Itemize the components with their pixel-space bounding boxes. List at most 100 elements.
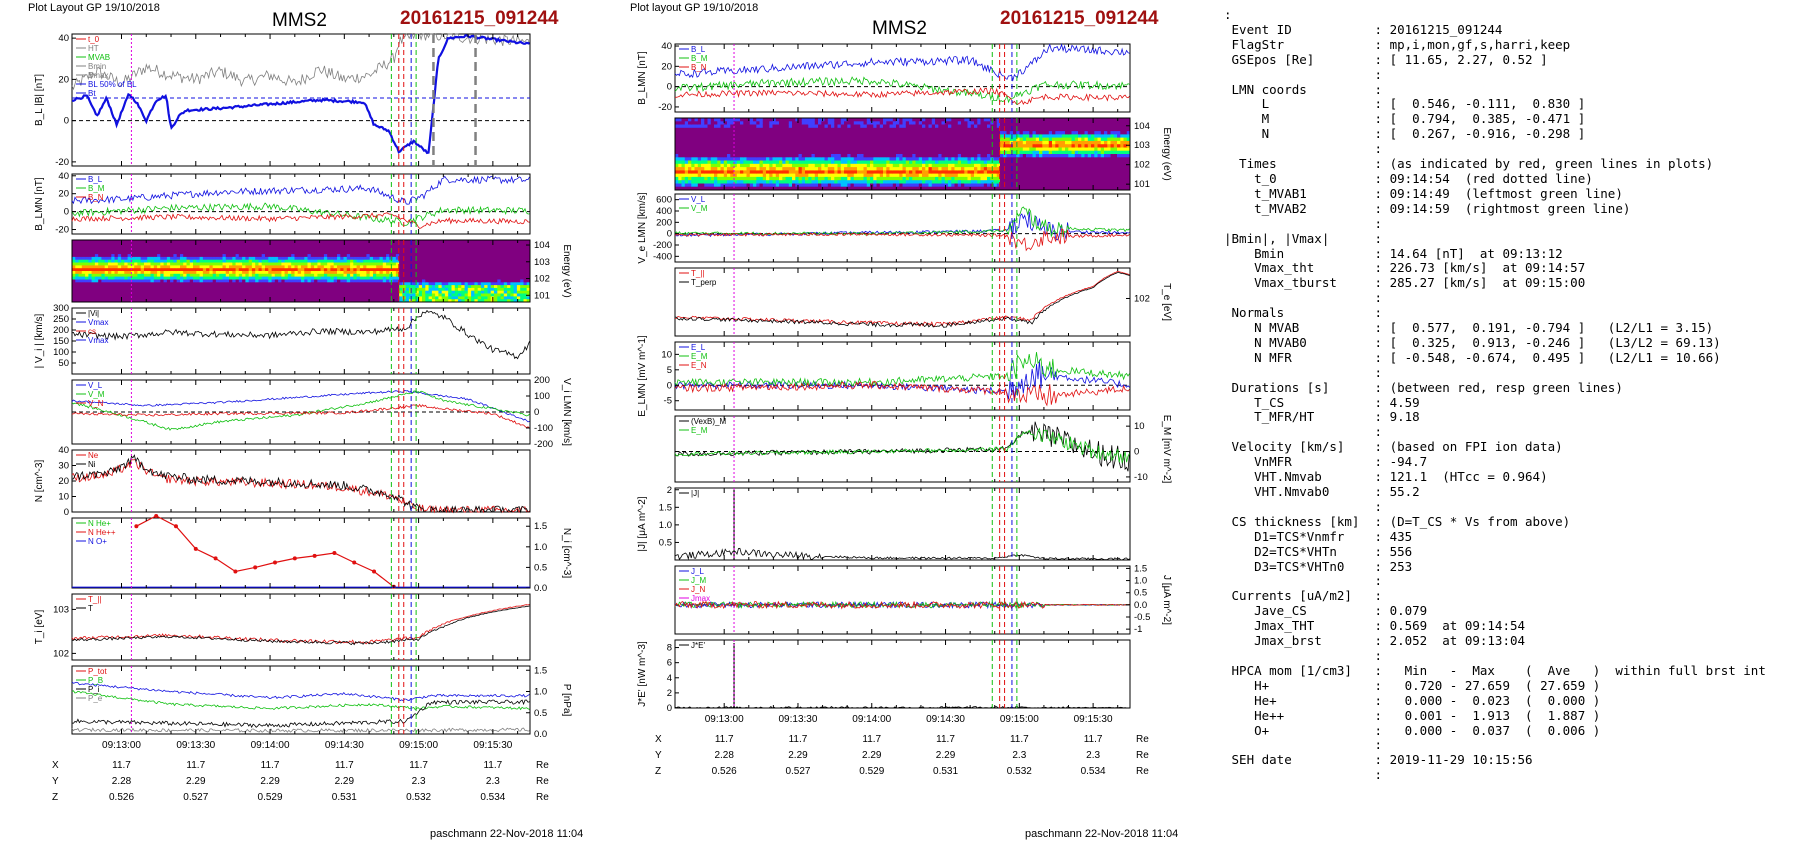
spectrogram-cell xyxy=(720,170,725,175)
spectrogram-cell xyxy=(808,163,812,168)
spectrogram-cell xyxy=(94,254,99,258)
spectrogram-cell xyxy=(775,150,780,155)
spectrogram-cell xyxy=(196,285,200,289)
spectrogram-cell xyxy=(494,271,498,275)
spectrogram-cell xyxy=(477,285,482,289)
spectrogram-cell xyxy=(808,127,812,132)
spectrogram-cell xyxy=(183,299,187,303)
spectrogram-cell xyxy=(147,285,151,289)
spectrogram-cell xyxy=(104,293,109,297)
spectrogram-cell xyxy=(821,157,825,161)
spectrogram-cell xyxy=(769,160,773,165)
spectrogram-cell xyxy=(265,282,269,286)
spectrogram-cell xyxy=(333,290,338,294)
spectrogram-cell xyxy=(691,121,695,125)
spectrogram-cell xyxy=(124,265,128,269)
spectrogram-cell xyxy=(808,131,812,135)
spectrogram-cell xyxy=(710,121,715,125)
spectrogram-cell xyxy=(281,251,286,255)
spectrogram-cell xyxy=(297,296,302,300)
spectrogram-cell xyxy=(753,173,757,178)
spectrogram-cell xyxy=(746,176,751,181)
spectrogram-cell xyxy=(415,240,420,244)
spectrogram-cell xyxy=(323,259,328,263)
spectrogram-cell xyxy=(438,265,443,269)
spectrogram-cell xyxy=(772,154,777,158)
spectrogram-cell xyxy=(382,256,387,261)
he-plus-plus-series xyxy=(136,515,395,588)
spectrogram-cell xyxy=(418,282,423,286)
spectrogram-cell xyxy=(111,271,115,275)
spectrogram-cell xyxy=(327,271,331,275)
spectrogram-cell xyxy=(287,265,292,269)
spectrogram-cell xyxy=(516,242,521,246)
spectrogram-cell xyxy=(166,296,171,300)
spectrogram-cell xyxy=(448,271,452,275)
spectrogram-cell xyxy=(160,276,164,280)
spectrogram-cell xyxy=(415,245,420,249)
spectrogram-cell xyxy=(350,296,354,300)
spectrogram-cell xyxy=(428,240,433,244)
spectrogram-cell xyxy=(392,254,397,258)
spectrogram-cell xyxy=(392,285,397,289)
spectrogram-cell xyxy=(379,273,384,277)
spectrogram-cell xyxy=(681,186,686,191)
spectrogram-cell xyxy=(678,163,682,168)
spectrogram-cell xyxy=(75,282,79,286)
spectrogram-cell xyxy=(779,144,783,148)
spectrogram-cell xyxy=(775,118,780,122)
spectrogram-cell xyxy=(330,242,335,246)
spectrogram-cell xyxy=(209,282,214,286)
spectrogram-cell xyxy=(81,256,86,261)
spectrogram-cell xyxy=(710,127,715,132)
spectrogram-cell xyxy=(301,293,305,297)
spectrogram-cell xyxy=(340,259,344,263)
spectrogram-cell xyxy=(212,290,217,294)
spectrogram-cell xyxy=(454,287,459,292)
spectrogram-cell xyxy=(114,268,119,272)
spectrogram-cell xyxy=(480,276,485,280)
spectrogram-cell xyxy=(144,245,148,249)
spectrogram-cell xyxy=(834,173,838,178)
spectrogram-cell xyxy=(209,290,214,294)
spectrogram-cell xyxy=(681,183,686,188)
spectrogram-cell xyxy=(477,262,482,266)
spectrogram-cell xyxy=(369,256,374,261)
spectrogram-cell xyxy=(202,251,207,255)
spectrogram-cell xyxy=(847,137,851,142)
spectrogram-cell xyxy=(78,251,83,255)
left-event-title: 20161215_091244 xyxy=(400,8,559,29)
spectrogram-cell xyxy=(454,296,459,300)
spectrogram-cell xyxy=(147,279,151,283)
spectrogram-cell xyxy=(346,290,351,294)
spectrogram-cell xyxy=(435,287,439,292)
spectrogram-cell xyxy=(88,290,93,294)
spectrogram-cell xyxy=(287,262,292,266)
spectrogram-cell xyxy=(837,180,842,184)
spectrogram-cell xyxy=(337,251,341,255)
spectrogram-cell xyxy=(704,147,708,152)
spectrogram-cell xyxy=(75,262,79,266)
spectrogram-cell xyxy=(503,245,508,249)
spectrogram-cell xyxy=(163,276,168,280)
spectrogram-cell xyxy=(144,287,148,292)
spectrogram-cell xyxy=(271,287,276,292)
spectrogram-cell xyxy=(707,176,712,181)
spectrogram-cell xyxy=(740,163,744,168)
spectrogram-cell xyxy=(772,134,777,139)
position-value: 11.7 xyxy=(483,760,502,771)
spectrogram-cell xyxy=(853,180,858,184)
spectrogram-cell xyxy=(850,183,855,188)
spectrogram-cell xyxy=(740,121,744,125)
spectrogram-cell xyxy=(831,180,835,184)
spectrogram-cell xyxy=(196,293,200,297)
spectrogram-cell xyxy=(412,254,416,258)
spectrogram-cell xyxy=(471,293,475,297)
spectrogram-cell xyxy=(173,296,178,300)
spectrogram-cell xyxy=(448,285,452,289)
spectrogram-cell xyxy=(405,296,410,300)
spectrogram-cell xyxy=(720,186,725,191)
spectrogram-cell xyxy=(343,271,348,275)
spectrogram-cell xyxy=(772,170,777,175)
